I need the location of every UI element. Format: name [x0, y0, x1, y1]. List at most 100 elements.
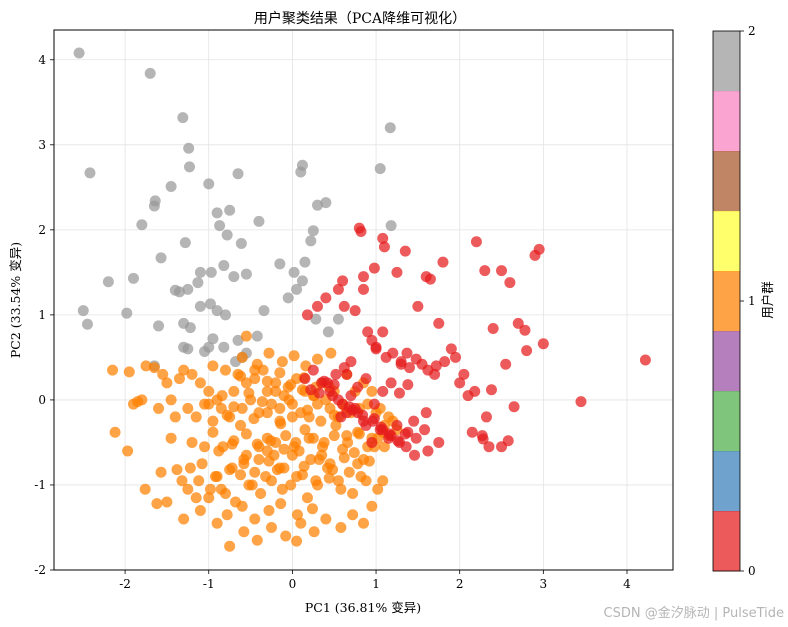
- colorbar-segment: [713, 391, 740, 452]
- scatter-points: [73, 47, 651, 552]
- scatter-point-cluster-1: [249, 513, 261, 525]
- scatter-point-cluster-0: [370, 341, 382, 353]
- scatter-point-cluster-1: [207, 360, 219, 372]
- scatter-point-cluster-0: [391, 266, 403, 278]
- scatter-point-cluster-0: [454, 377, 466, 389]
- x-axis-label: PC1 (36.81% 变异): [305, 600, 421, 615]
- scatter-point-cluster-0: [470, 236, 482, 248]
- scatter-point-cluster-0: [345, 356, 357, 368]
- scatter-point-cluster-0: [521, 345, 533, 357]
- scatter-point-cluster-2: [307, 225, 319, 237]
- colorbar-tick-label: 2: [748, 24, 756, 38]
- scatter-point-cluster-1: [263, 504, 275, 516]
- scatter-point-cluster-0: [433, 317, 445, 329]
- scatter-point-cluster-2: [218, 260, 230, 272]
- scatter-point-cluster-0: [399, 245, 411, 257]
- scatter-point-cluster-1: [360, 475, 372, 487]
- scatter-point-cluster-1: [109, 426, 121, 438]
- scatter-point-cluster-1: [196, 458, 208, 470]
- colorbar: 0 1 2: [712, 24, 756, 578]
- scatter-point-cluster-1: [286, 449, 298, 461]
- scatter-point-cluster-1: [280, 430, 292, 442]
- scatter-point-cluster-1: [169, 411, 181, 423]
- scatter-point-cluster-2: [288, 266, 300, 278]
- scatter-point-cluster-0: [320, 292, 332, 304]
- scatter-point-cluster-1: [235, 469, 247, 481]
- scatter-point-cluster-1: [265, 475, 277, 487]
- colorbar-segment: [713, 151, 740, 212]
- x-tick-label: 4: [623, 577, 631, 591]
- scatter-point-cluster-1: [161, 377, 173, 389]
- scatter-point-cluster-2: [384, 122, 396, 134]
- scatter-point-cluster-1: [298, 460, 310, 472]
- scatter-point-cluster-1: [253, 453, 265, 465]
- scatter-point-cluster-2: [232, 168, 244, 180]
- scatter-point-cluster-1: [275, 498, 287, 510]
- scatter-point-cluster-2: [149, 195, 161, 207]
- scatter-point-cluster-0: [375, 421, 387, 433]
- scatter-point-cluster-1: [203, 398, 215, 410]
- colorbar-label: 用户群: [760, 281, 775, 319]
- scatter-point-cluster-1: [315, 415, 327, 427]
- scatter-point-cluster-0: [408, 415, 420, 427]
- scatter-point-cluster-0: [395, 356, 407, 368]
- scatter-point-cluster-1: [216, 390, 228, 402]
- chart-title: 用户聚类结果（PCA降维可视化）: [254, 10, 466, 27]
- scatter-point-cluster-1: [261, 432, 273, 444]
- scatter-point-cluster-1: [203, 385, 215, 397]
- y-tick-label: 2: [38, 223, 46, 237]
- scatter-point-cluster-1: [286, 411, 298, 423]
- scatter-point-cluster-1: [295, 517, 307, 529]
- scatter-point-cluster-1: [203, 492, 215, 504]
- scatter-point-cluster-2: [203, 178, 215, 190]
- scatter-point-cluster-0: [476, 430, 488, 442]
- scatter-point-cluster-1: [148, 362, 160, 374]
- colorbar-segment: [713, 451, 740, 512]
- scatter-point-cluster-0: [433, 436, 445, 448]
- scatter-point-cluster-0: [392, 435, 404, 447]
- scatter-point-cluster-1: [270, 377, 282, 389]
- scatter-point-cluster-1: [190, 492, 202, 504]
- scatter-point-cluster-0: [458, 368, 470, 380]
- scatter-point-cluster-1: [207, 415, 219, 427]
- scatter-point-cluster-2: [121, 307, 133, 319]
- scatter-point-cluster-0: [469, 385, 481, 397]
- scatter-point-cluster-1: [221, 509, 233, 521]
- scatter-point-cluster-0: [412, 300, 424, 312]
- scatter-point-cluster-1: [243, 387, 255, 399]
- scatter-point-cluster-0: [368, 262, 380, 274]
- scatter-point-cluster-0: [362, 326, 374, 338]
- scatter-point-cluster-1: [291, 470, 303, 482]
- scatter-point-cluster-1: [161, 496, 173, 508]
- scatter-point-cluster-1: [305, 453, 317, 465]
- scatter-point-cluster-2: [253, 215, 265, 227]
- scatter-point-cluster-1: [338, 452, 350, 464]
- scatter-point-cluster-1: [240, 330, 252, 342]
- scatter-point-cluster-1: [236, 351, 248, 363]
- scatter-point-cluster-0: [500, 358, 512, 370]
- scatter-point-cluster-2: [311, 199, 323, 211]
- scatter-point-cluster-0: [479, 265, 491, 277]
- scatter-point-cluster-0: [480, 411, 492, 423]
- scatter-point-cluster-2: [282, 292, 294, 304]
- scatter-point-cluster-1: [173, 373, 185, 385]
- scatter-point-cluster-0: [410, 432, 422, 444]
- scatter-point-cluster-1: [378, 441, 390, 453]
- scatter-point-cluster-2: [235, 237, 247, 249]
- scatter-point-cluster-2: [194, 300, 206, 312]
- scatter-point-cluster-1: [182, 402, 194, 414]
- scatter-point-cluster-1: [352, 458, 364, 470]
- scatter-point-cluster-1: [363, 455, 375, 467]
- scatter-point-cluster-0: [360, 373, 372, 385]
- scatter-point-cluster-1: [347, 487, 359, 499]
- scatter-point-cluster-1: [311, 398, 323, 410]
- colorbar-segment: [713, 331, 740, 392]
- scatter-point-cluster-2: [258, 305, 270, 317]
- scatter-point-cluster-1: [123, 366, 135, 378]
- scatter-point-cluster-1: [139, 483, 151, 495]
- scatter-point-cluster-1: [251, 534, 263, 546]
- scatter-point-cluster-1: [182, 483, 194, 495]
- scatter-point-cluster-2: [177, 112, 189, 124]
- scatter-point-cluster-1: [288, 350, 300, 362]
- scatter-point-cluster-1: [236, 500, 248, 512]
